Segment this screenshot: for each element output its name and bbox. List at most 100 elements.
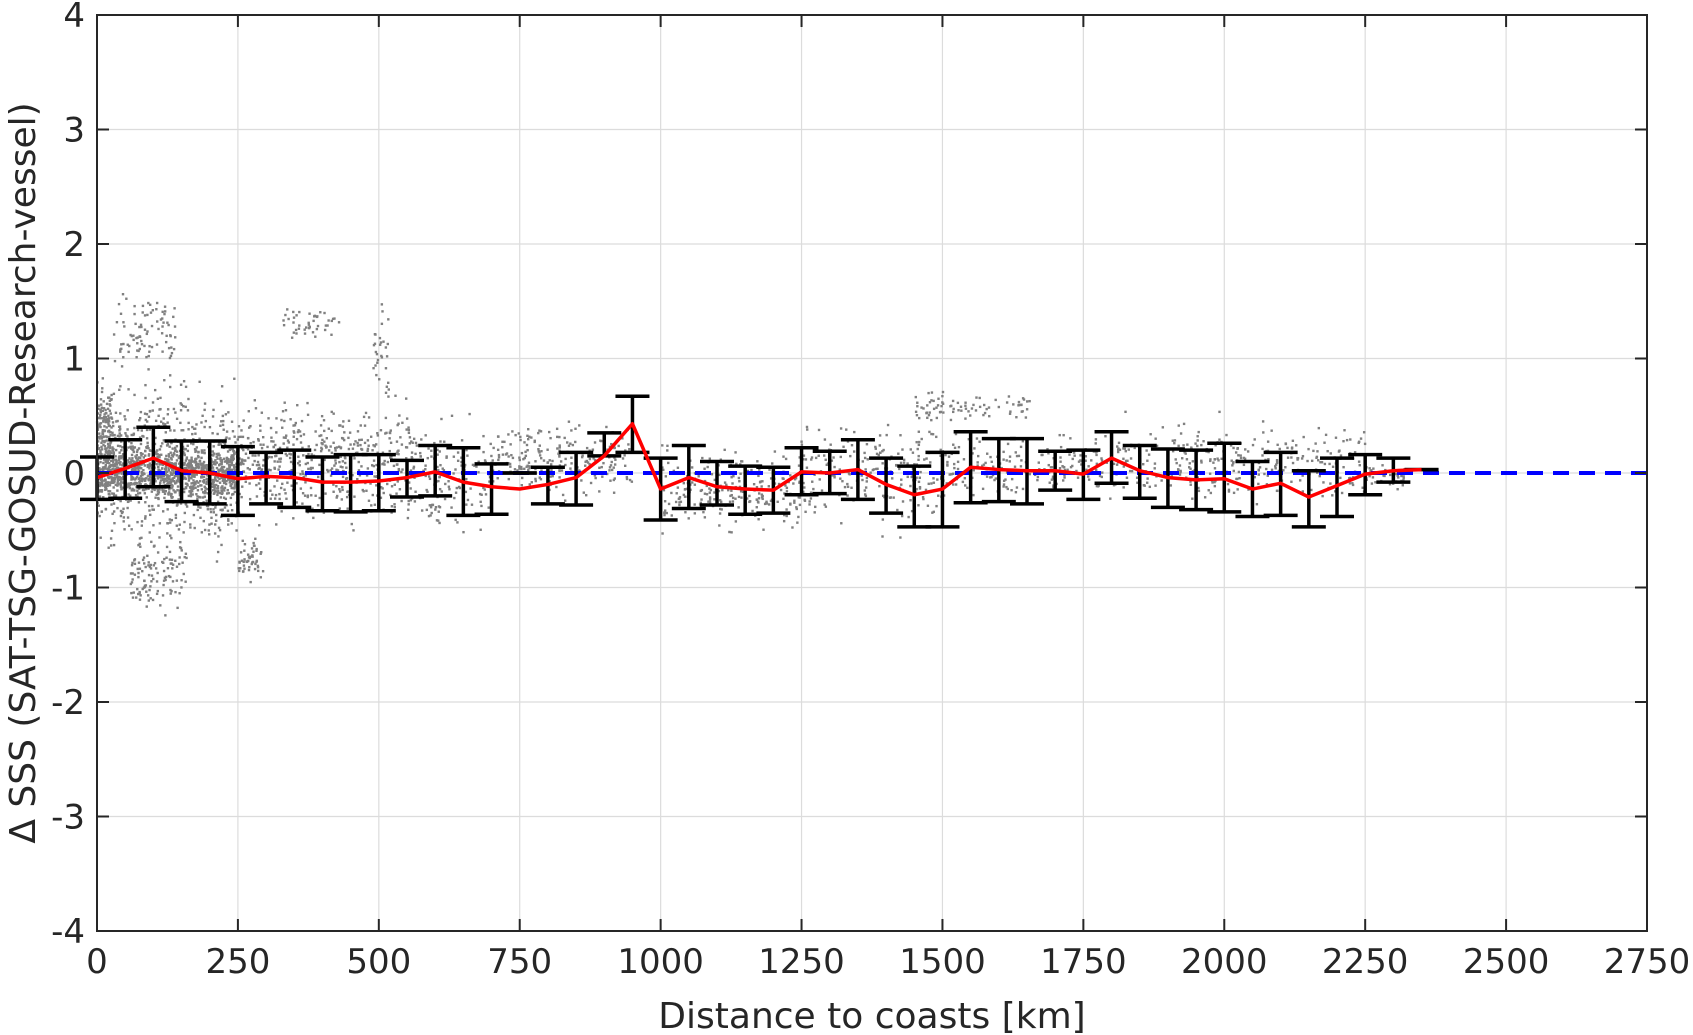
scatter-point (703, 467, 706, 470)
scatter-point (1329, 452, 1332, 455)
scatter-point (289, 418, 292, 421)
scatter-point (823, 438, 827, 441)
scatter-point (206, 464, 209, 467)
scatter-point (593, 474, 597, 477)
scatter-point (1277, 469, 1281, 473)
scatter-point (110, 503, 113, 506)
scatter-point (372, 444, 375, 447)
scatter-point (1319, 461, 1322, 464)
scatter-point (478, 492, 482, 496)
scatter-point (140, 454, 143, 457)
scatter-point (185, 556, 188, 560)
scatter-point (964, 407, 968, 410)
scatter-point (365, 489, 368, 492)
scatter-point (378, 336, 382, 340)
scatter-point (221, 491, 224, 495)
scatter-point (116, 478, 120, 482)
scatter-point (769, 499, 773, 503)
scatter-point (145, 496, 148, 499)
scatter-point (143, 314, 147, 317)
scatter-point (1372, 467, 1375, 470)
scatter-point (208, 425, 212, 429)
scatter-point (144, 383, 147, 387)
scatter-point (127, 524, 131, 527)
scatter-point (146, 463, 149, 467)
scatter-point (113, 433, 116, 437)
scatter-point (708, 500, 712, 503)
scatter-point (957, 409, 960, 412)
scatter-point (962, 458, 966, 461)
scatter-point (109, 398, 113, 402)
scatter-point (242, 419, 245, 422)
scatter-point (352, 529, 355, 532)
scatter-point (298, 310, 301, 314)
scatter-point (1161, 426, 1165, 429)
scatter-point (1274, 467, 1277, 470)
scatter-point (1323, 462, 1327, 466)
scatter-point (111, 434, 115, 437)
scatter-point (797, 464, 801, 467)
scatter-point (505, 452, 509, 455)
scatter-point (547, 430, 551, 434)
y-tick-label: -1 (51, 569, 85, 609)
scatter-point (397, 467, 401, 471)
scatter-point (613, 456, 616, 459)
scatter-point (864, 494, 868, 498)
scatter-point (130, 475, 134, 479)
scatter-point (165, 470, 169, 474)
scatter-point (230, 522, 233, 525)
scatter-point (99, 460, 102, 464)
scatter-point (137, 561, 141, 564)
scatter-point (243, 549, 246, 552)
scatter-point (490, 454, 493, 458)
scatter-point (323, 440, 326, 443)
scatter-point (105, 487, 108, 491)
scatter-point (1216, 457, 1219, 460)
scatter-point (157, 469, 161, 472)
scatter-point (1153, 462, 1157, 465)
scatter-point (518, 458, 521, 462)
scatter-point (144, 418, 148, 422)
scatter-point (115, 463, 119, 466)
scatter-point (255, 549, 258, 553)
scatter-point (100, 441, 103, 445)
scatter-point (173, 325, 177, 328)
scatter-point (773, 450, 777, 453)
scatter-point (333, 317, 336, 320)
scatter-point (189, 462, 193, 466)
scatter-point (193, 526, 196, 530)
scatter-point (785, 508, 788, 511)
scatter-point (409, 499, 413, 502)
scatter-point (200, 462, 203, 465)
scatter-point (1146, 481, 1149, 484)
scatter-point (936, 404, 940, 407)
scatter-point (105, 439, 108, 442)
scatter-point (330, 451, 334, 455)
scatter-point (762, 528, 765, 531)
scatter-point (167, 453, 171, 456)
scatter-point (909, 448, 912, 451)
scatter-point (130, 334, 134, 338)
scatter-point (1183, 451, 1186, 454)
scatter-point (169, 562, 173, 565)
scatter-point (439, 440, 442, 443)
scatter-point (122, 516, 126, 519)
scatter-point (812, 487, 815, 491)
scatter-point (322, 511, 326, 514)
scatter-point (189, 461, 192, 464)
scatter-point (202, 479, 206, 482)
scatter-point (1200, 443, 1203, 447)
scatter-point (865, 476, 869, 480)
scatter-point (335, 484, 338, 488)
scatter-point (147, 415, 151, 418)
scatter-point (107, 414, 110, 418)
scatter-point (521, 476, 524, 480)
scatter-point (401, 421, 404, 424)
scatter-point (875, 467, 878, 471)
scatter-point (218, 528, 222, 532)
scatter-point (122, 321, 125, 324)
scatter-point (105, 402, 109, 406)
scatter-point (866, 458, 869, 461)
scatter-point (473, 464, 476, 467)
scatter-point (373, 475, 376, 478)
